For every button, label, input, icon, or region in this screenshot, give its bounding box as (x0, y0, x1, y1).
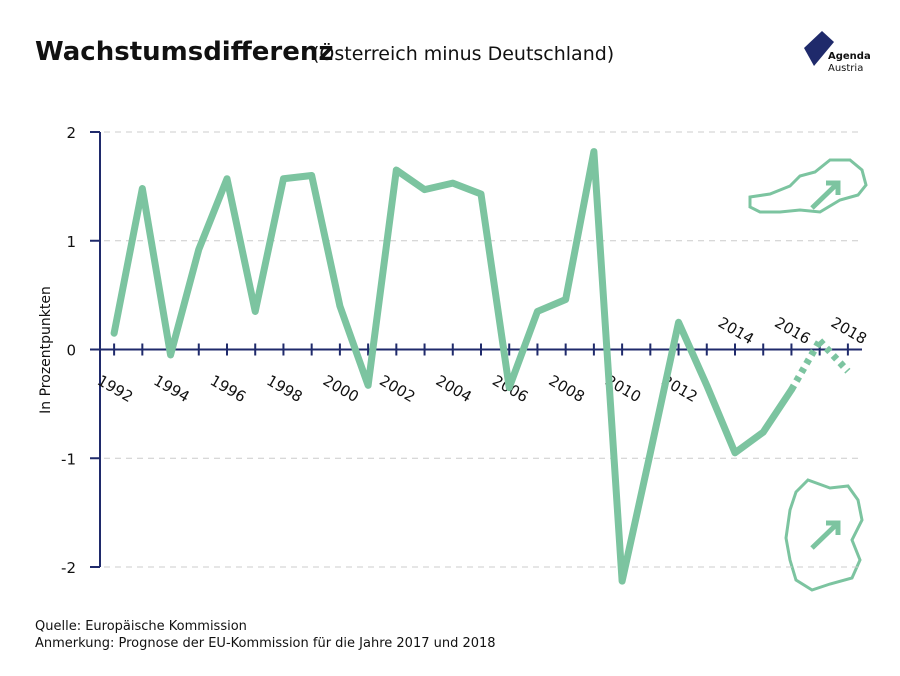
germany-icon (784, 478, 864, 592)
y-tick-label: 1 (66, 233, 76, 251)
x-tick-label: 2008 (546, 371, 588, 406)
logo-text: Austria (828, 63, 863, 74)
x-tick-label: 2000 (320, 371, 362, 406)
forecast-line (817, 338, 851, 374)
forecast-line (788, 339, 823, 392)
logo: Agenda Austria (804, 31, 871, 74)
austria-icon (748, 158, 868, 214)
x-tick-label: 1998 (263, 371, 305, 406)
source: Quelle: Europäische Kommission (35, 619, 247, 634)
y-axis-label: In Prozentpunkten (38, 286, 54, 414)
note: Anmerkung: Prognose der EU-Kommission fü… (35, 636, 496, 651)
y-tick-label: -1 (61, 450, 76, 468)
y-tick-label: 2 (66, 124, 76, 142)
y-tick-label: 0 (66, 342, 76, 360)
x-tick-label: 1996 (207, 371, 249, 406)
x-tick-label: 2002 (376, 371, 418, 406)
x-tick-label: 2014 (715, 313, 757, 348)
chart-subtitle: (Österreich minus Deutschland) (312, 42, 614, 65)
y-tick-label: -2 (61, 559, 76, 577)
logo-icon (804, 31, 834, 66)
chart-title: Wachstumsdifferenz (35, 37, 334, 67)
data-line (110, 148, 795, 585)
x-tick-label: 2018 (828, 313, 870, 348)
x-tick-label: 1994 (151, 371, 193, 406)
logo-text: Agenda (828, 51, 871, 62)
x-tick-label: 2016 (771, 313, 813, 348)
x-tick-label: 2004 (433, 371, 475, 406)
